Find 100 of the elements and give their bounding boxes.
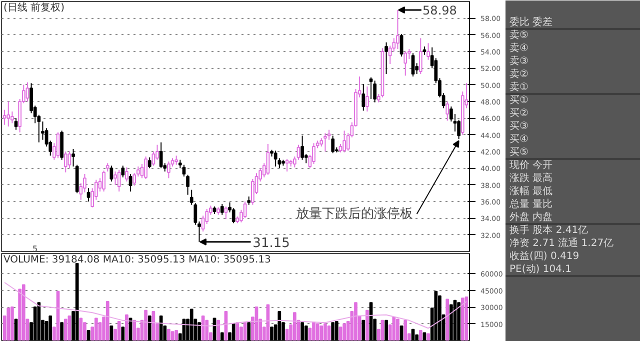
bar (304, 326, 308, 340)
candlestick (369, 76, 373, 100)
annotation: 31.15 (252, 236, 290, 251)
candlestick (56, 132, 60, 159)
bar (60, 322, 64, 340)
bar (121, 326, 125, 340)
candlestick (411, 52, 415, 77)
bar (434, 290, 438, 340)
bar (404, 320, 408, 340)
candlestick (300, 135, 304, 160)
candlestick (296, 144, 300, 160)
candlestick (114, 171, 117, 186)
bar (380, 320, 384, 340)
bar (86, 330, 90, 340)
bar (400, 326, 404, 340)
bar (438, 295, 442, 340)
candlestick (2, 109, 6, 126)
bar (170, 331, 174, 340)
candlestick (26, 82, 30, 102)
bar (117, 321, 121, 340)
bar (79, 318, 83, 340)
text: 卖② (510, 68, 528, 80)
bar (396, 318, 400, 340)
candlestick (327, 129, 331, 140)
annotation: 放量下跌后的涨停板 (296, 206, 414, 222)
candlestick (148, 156, 152, 169)
bar (449, 304, 453, 340)
text: 卖③ (510, 55, 528, 67)
bar (300, 322, 304, 340)
bar (320, 326, 324, 340)
text: 总量 量比 (508, 198, 553, 210)
text: 净资 2.71 流通 1.27亿 (510, 237, 614, 249)
bar (110, 326, 114, 340)
bar (278, 311, 282, 340)
candlestick (220, 204, 224, 216)
text: PE(动) 104.1 (510, 264, 572, 275)
bar (426, 333, 430, 340)
bar (6, 308, 10, 340)
bar (125, 314, 128, 340)
bar (411, 328, 415, 340)
candlestick (64, 151, 68, 173)
text: 买③ (510, 121, 528, 132)
bar (37, 302, 41, 340)
bar (334, 321, 338, 340)
bar (362, 320, 366, 340)
bar (354, 302, 358, 340)
candlestick (331, 135, 335, 154)
candlestick (86, 188, 90, 202)
bar (22, 284, 26, 340)
bar (132, 320, 136, 340)
bar (14, 318, 18, 340)
bar (292, 312, 296, 340)
candlestick (117, 169, 121, 192)
candlestick (128, 174, 132, 192)
candlestick (243, 201, 247, 219)
candlestick (110, 165, 114, 182)
candlestick (400, 34, 404, 57)
text: 委比 委差 (510, 16, 553, 28)
bar (75, 263, 79, 340)
chart-title: (日线 前复权) (4, 2, 65, 14)
candlestick (404, 51, 408, 76)
bar (148, 315, 152, 340)
candlestick (396, 10, 400, 50)
bar (324, 323, 327, 340)
candlestick (384, 42, 388, 74)
bar (94, 318, 98, 340)
bar (446, 298, 450, 340)
candlestick (182, 164, 186, 177)
bar (418, 330, 422, 340)
text: 外盘 内盘 (510, 211, 553, 223)
candlestick (167, 161, 170, 179)
candlestick (274, 150, 278, 167)
text: 买⑤ (510, 147, 528, 158)
bar (152, 311, 156, 340)
bar (392, 316, 396, 340)
candlestick (285, 158, 289, 172)
text: 现价 今开 (510, 159, 553, 171)
bar (285, 328, 289, 340)
bar (316, 323, 320, 340)
text: 换手 股本 2.41亿 (510, 224, 588, 236)
candlestick (102, 170, 106, 192)
text: 买② (510, 108, 528, 119)
candlestick (125, 166, 128, 182)
bar (270, 326, 274, 340)
candlestick (362, 84, 366, 112)
bar (216, 320, 220, 340)
text: 卖④ (510, 42, 528, 54)
candlestick (312, 142, 316, 164)
bar (331, 322, 335, 340)
bar (236, 322, 240, 340)
bar (247, 322, 251, 340)
candlestick (190, 189, 194, 206)
bar (64, 318, 68, 340)
candlestick (121, 165, 125, 178)
candlestick (68, 151, 72, 169)
candlestick (14, 118, 18, 130)
text: 卖① (510, 81, 528, 93)
candlestick (201, 215, 205, 232)
candlestick (373, 80, 377, 103)
bar (384, 320, 388, 340)
